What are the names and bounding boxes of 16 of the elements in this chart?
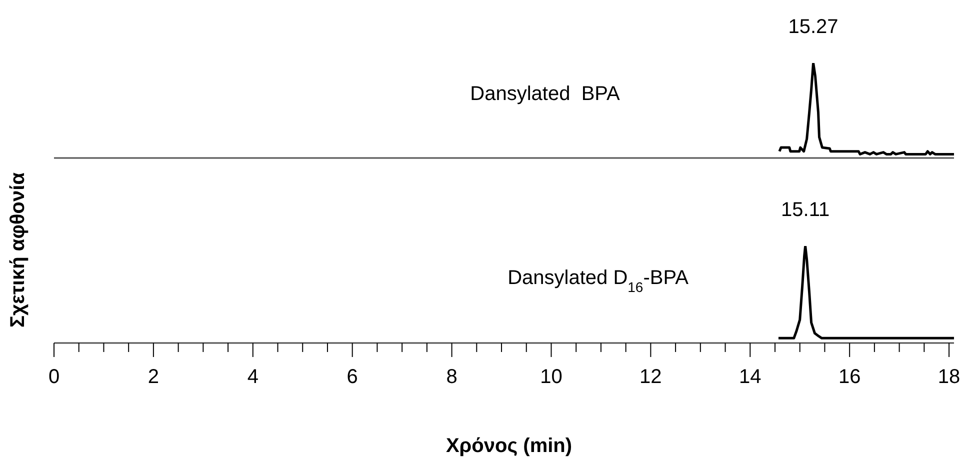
text: Dansylated D$_{16}$-BPA xyxy=(508,267,690,295)
x-tick-label: 0 xyxy=(48,366,60,388)
annotation: 15.27 xyxy=(788,16,838,38)
y-axis-title: Σχετική αφθονία xyxy=(7,172,29,328)
annotation: 15.11 xyxy=(781,199,830,221)
x-tick-label: 4 xyxy=(247,366,258,388)
text: Dansylated BPA xyxy=(470,83,621,105)
x-tick-label: 10 xyxy=(540,366,562,388)
x-axis-title: Χρόνος (min) xyxy=(446,435,572,457)
x-tick-label: 12 xyxy=(640,366,662,388)
x-tick-label: 8 xyxy=(446,366,458,388)
x-tick-label: 6 xyxy=(346,366,358,388)
x-tick-label: 2 xyxy=(148,366,160,388)
x-tick-label: 14 xyxy=(739,366,762,388)
x-tick-label: 18 xyxy=(938,366,960,388)
x-tick-label: 16 xyxy=(838,366,861,388)
